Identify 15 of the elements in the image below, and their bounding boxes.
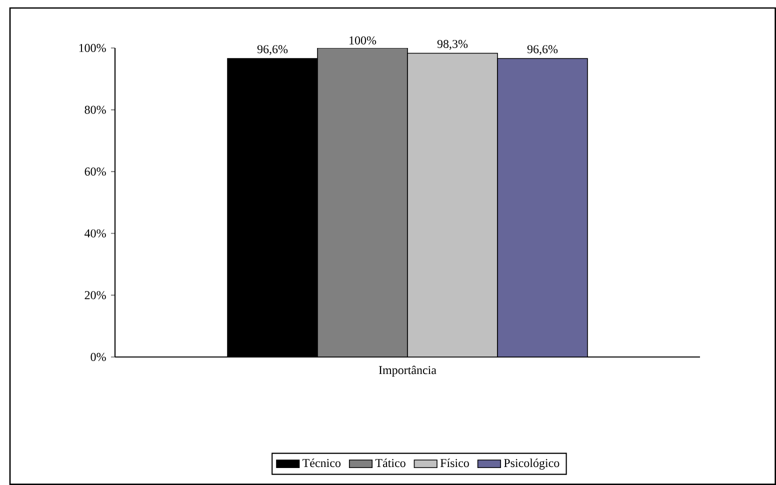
y-tick-label: 20%: [84, 291, 106, 300]
y-tick-label: 40%: [84, 229, 106, 238]
y-tick-label: 60%: [84, 168, 106, 176]
data-label: 98,3%: [437, 40, 468, 50]
legend-label: Psicológico: [504, 458, 560, 470]
y-tick-label: 100%: [79, 44, 106, 52]
data-label: 96,6%: [257, 45, 288, 55]
legend-label: Tático: [375, 458, 406, 468]
data-label: 100%: [350, 36, 376, 44]
data-label: 96,6%: [527, 45, 558, 55]
x-tick-label: Importância: [378, 366, 436, 377]
y-tick-label: 0%: [90, 352, 106, 362]
legend-label: Técnico: [302, 458, 341, 468]
y-tick-label: 80%: [84, 106, 106, 114]
legend-label: Físico: [440, 458, 469, 468]
